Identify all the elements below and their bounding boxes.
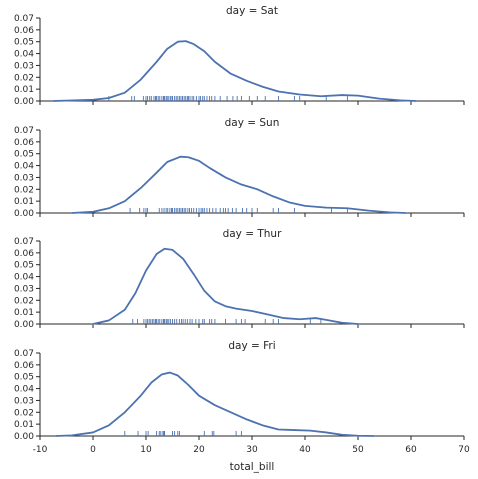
- y-tick-label: 0.02: [14, 73, 34, 83]
- y-tick-label: 0.03: [14, 61, 34, 71]
- panel-title: day = Sat: [226, 5, 278, 17]
- y-tick-label: 0.00: [14, 320, 34, 330]
- y-tick-label: 0.01: [14, 197, 34, 207]
- kde-line: [55, 371, 375, 437]
- x-tick-label: 0: [90, 445, 96, 455]
- y-tick-label: 0.07: [14, 126, 34, 136]
- y-tick-label: 0.07: [14, 349, 34, 359]
- y-tick-label: 0.06: [14, 249, 34, 259]
- y-tick-label: 0.05: [14, 38, 34, 48]
- y-tick-label: 0.05: [14, 261, 34, 271]
- kde-line: [70, 155, 407, 214]
- y-tick-label: 0.04: [14, 162, 34, 172]
- facet-panel-1: day = Sat 0.00 0.01 0.02 0.030.04 0.05 0.06 0.0…: [14, 5, 465, 107]
- y-tick-label: 0.01: [14, 420, 34, 430]
- y-tick-label: 0.02: [14, 185, 34, 195]
- x-tick-label: 20: [193, 445, 205, 455]
- y-tick-label: 0.05: [14, 150, 34, 160]
- y-tick-label: 0.03: [14, 173, 34, 183]
- x-tick-label: 50: [352, 445, 364, 455]
- y-tick-label: 0.04: [14, 385, 34, 395]
- y-tick-label: 0.02: [14, 296, 34, 306]
- y-tick-label: 0.00: [14, 97, 34, 107]
- kde-line: [92, 247, 359, 325]
- facet-panel-3: day = Thur 0.00 0.01 0.02 0.030.04 0.05 0.06 0.…: [14, 228, 465, 330]
- x-tick-label: 60: [405, 445, 417, 455]
- x-tick-label: 10: [140, 445, 152, 455]
- y-tick-label: 0.06: [14, 26, 34, 36]
- y-tick-label: 0.03: [14, 396, 34, 406]
- facet-panel-4: day = Fri 0.00 0.01 0.02 0.030.04 0.05 0.06 0.0…: [14, 340, 470, 455]
- panel-title: day = Thur: [223, 228, 283, 240]
- x-tick-label: 30: [246, 445, 258, 455]
- x-tick-label: 70: [458, 445, 470, 455]
- y-tick-label: 0.02: [14, 408, 34, 418]
- y-tick-label: 0.07: [14, 14, 34, 24]
- y-tick-label: 0.06: [14, 138, 34, 148]
- kde-line: [52, 40, 418, 102]
- y-tick-label: 0.06: [14, 361, 34, 371]
- y-tick-label: 0.00: [14, 209, 34, 219]
- y-tick-label: 0.03: [14, 284, 34, 294]
- y-tick-label: 0.01: [14, 308, 34, 318]
- facet-panel-2: day = Sun 0.00 0.01 0.02 0.030.04 0.05 0.06 0.0…: [14, 117, 465, 219]
- y-tick-label: 0.07: [14, 237, 34, 247]
- y-tick-label: 0.04: [14, 273, 34, 283]
- y-tick-label: 0.00: [14, 432, 34, 442]
- panel-title: day = Fri: [228, 340, 275, 352]
- x-tick-label: -10: [33, 445, 48, 455]
- panel-title: day = Sun: [225, 117, 280, 129]
- y-tick-label: 0.01: [14, 85, 34, 95]
- y-tick-label: 0.05: [14, 373, 34, 383]
- x-axis-label: total_bill: [230, 461, 275, 473]
- x-tick-label: 40: [299, 445, 311, 455]
- y-tick-label: 0.04: [14, 50, 34, 60]
